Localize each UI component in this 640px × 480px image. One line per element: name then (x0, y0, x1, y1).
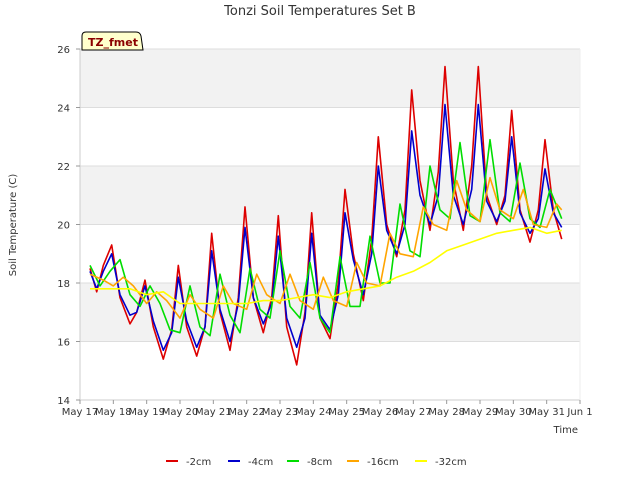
x-axis-label: Time (553, 425, 578, 436)
x-tick-label: May 25 (328, 407, 365, 418)
x-tick-label: May 27 (395, 407, 432, 418)
series-line-4cm (89, 103, 563, 352)
chart-title: Tonzi Soil Temperatures Set B (223, 4, 416, 19)
y-tick-label: 24 (57, 104, 70, 115)
x-tick-label: May 31 (528, 407, 565, 418)
y-tick-label: 20 (57, 221, 70, 232)
x-tick-label: May 20 (162, 407, 199, 418)
y-tick-label: 18 (57, 279, 70, 290)
x-tick-label: May 24 (295, 407, 332, 418)
x-tick-label: Jun 1 (566, 407, 592, 418)
y-tick-label: 14 (57, 396, 70, 407)
x-tick-label: May 19 (128, 407, 165, 418)
x-tick-label: May 22 (228, 407, 265, 418)
x-tick-label: May 30 (495, 407, 532, 418)
x-tick-label: May 23 (262, 407, 299, 418)
x-tick-label: May 18 (95, 407, 132, 418)
tz-fmet-tag: TZ_fmet (81, 31, 144, 51)
series-line-8cm (89, 138, 563, 337)
legend-label-32cm: -32cm (435, 457, 467, 468)
y-axis-label: Soil Temperature (C) (8, 174, 19, 277)
x-tick-label: May 17 (62, 407, 99, 418)
x-tick-label: May 26 (362, 407, 399, 418)
x-tick-label: May 29 (462, 407, 499, 418)
series-line-32cm (90, 226, 562, 305)
tag-label: TZ_fmet (88, 36, 138, 49)
x-tick-label: May 28 (428, 407, 465, 418)
series-line-2cm (89, 65, 563, 366)
legend-label-8cm: -8cm (307, 457, 332, 468)
y-tick-label: 26 (57, 45, 70, 56)
legend-label-2cm: -2cm (186, 457, 211, 468)
tag-background (81, 31, 144, 51)
plot-band (80, 49, 580, 108)
x-tick-label: May 21 (195, 407, 232, 418)
y-tick-label: 22 (57, 162, 70, 173)
y-tick-label: 16 (57, 338, 70, 349)
legend-label-16cm: -16cm (367, 457, 399, 468)
plot-band (80, 166, 580, 225)
series-layer (89, 65, 563, 366)
legend-label-4cm: -4cm (248, 457, 273, 468)
legend: -2cm -4cm -8cm -16cm -32cm (166, 457, 467, 468)
series-line-16cm (89, 176, 563, 319)
